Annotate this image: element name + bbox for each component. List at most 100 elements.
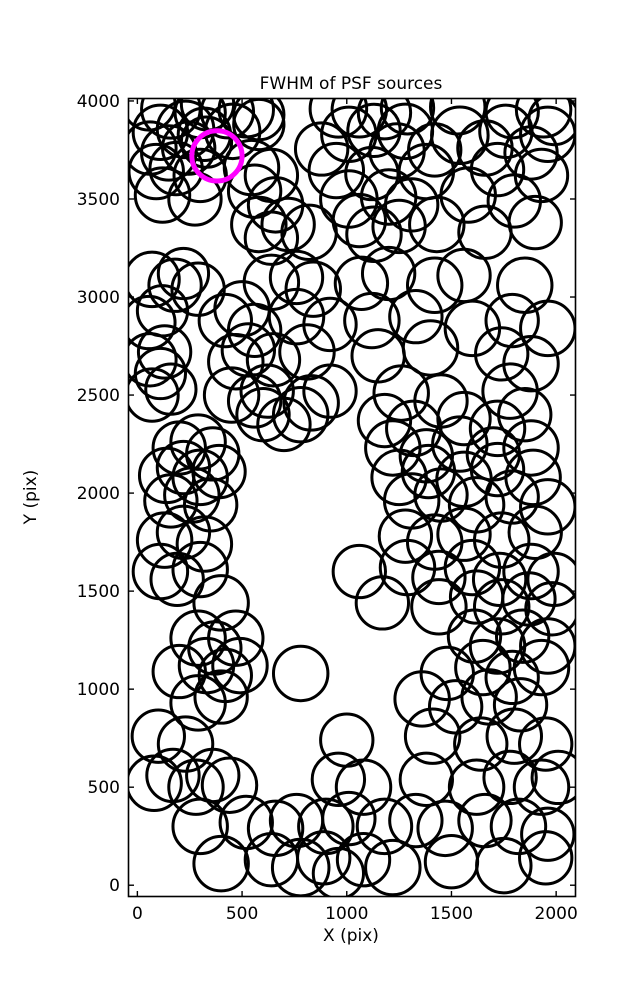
psf-source-circle [518, 716, 574, 772]
psf-source-circle [484, 292, 540, 349]
x-tick-label: 1500 [430, 904, 473, 924]
y-tick-label: 3500 [77, 190, 120, 210]
psf-source-circle [200, 756, 259, 814]
y-tick-label: 1500 [77, 582, 120, 602]
psf-source-circle [411, 549, 467, 606]
psf-source-circle [359, 168, 418, 226]
psf-source-circle [171, 797, 229, 856]
psf-source-circle [355, 797, 414, 856]
x-tick-label: 2000 [535, 904, 578, 924]
psf-source-circle [211, 636, 269, 695]
psf-source-circle [302, 363, 358, 419]
psf-source-circle [307, 141, 366, 200]
psf-source-circle [133, 166, 192, 224]
psf-source-circle [167, 758, 225, 816]
x-axis-label: X (pix) [323, 926, 379, 946]
psf-source-circle [268, 249, 325, 306]
psf-source-circle [436, 506, 492, 562]
psf-source-circle [226, 373, 283, 429]
psf-source-circle [230, 195, 288, 254]
y-tick-label: 2500 [77, 386, 120, 406]
psf-source-circle [492, 677, 549, 733]
highlighted-source-marker [189, 128, 245, 184]
psf-source-circle [147, 257, 203, 313]
psf-source-circle [308, 99, 369, 139]
psf-source-circle [416, 799, 474, 858]
axes-frame [127, 97, 577, 898]
psf-source-circle [494, 608, 551, 664]
psf-source-circle [256, 396, 312, 453]
psf-source-circle [408, 195, 466, 254]
psf-source-circle [245, 332, 302, 388]
psf-source-circle [293, 121, 350, 177]
psf-source-circle [175, 515, 234, 573]
psf-source-circle [405, 256, 464, 314]
psf-source-circle [502, 419, 560, 477]
psf-source-circle [167, 171, 223, 227]
plot-title: FWHM of PSF sources [260, 74, 443, 94]
psf-source-circle [474, 326, 530, 382]
y-tick-label: 4000 [77, 92, 120, 112]
psf-source-circle [484, 649, 540, 706]
psf-source-circle [519, 617, 575, 675]
psf-source-circle [519, 478, 575, 536]
x-tick-label: 0 [132, 904, 143, 924]
psf-source-circle [356, 99, 413, 141]
x-tick-label: 500 [226, 904, 258, 924]
psf-source-circle [401, 319, 460, 377]
psf-source-circle [377, 508, 434, 564]
psf-source-circle [284, 260, 342, 318]
psf-source-circle [331, 543, 387, 600]
psf-source-circle [497, 386, 553, 443]
psf-source-circle [239, 363, 295, 419]
psf-source-circle [197, 292, 253, 349]
psf-source-circle [507, 194, 563, 251]
psf-source-circle [504, 448, 562, 507]
psf-source-circle [346, 102, 402, 159]
psf-source-circle [398, 751, 454, 808]
psf-source-circle [364, 838, 422, 896]
psf-source-circle [143, 473, 199, 529]
psf-source-circle [151, 643, 207, 700]
psf-source-circle [502, 542, 560, 601]
psf-source-circle [354, 575, 411, 631]
y-axis-ticks: 0 500 1000 1500 2000 2500 3000 3500 4000 [77, 92, 575, 896]
psf-source-circle [403, 707, 462, 765]
y-tick-label: 0 [109, 876, 120, 896]
psf-source-circle [520, 806, 575, 862]
x-tick-label: 1000 [325, 904, 368, 924]
psf-source-circle [443, 538, 502, 597]
psf-source-circle [356, 392, 413, 449]
psf-source-circle [519, 299, 575, 358]
psf-source-circle [530, 749, 575, 806]
psf-source-circle [171, 540, 229, 599]
psf-source-circle [129, 294, 177, 351]
psf-source-circle [243, 210, 300, 266]
psf-source-circle [468, 399, 527, 458]
psf-source-circle [486, 173, 542, 229]
psf-source-circle [388, 288, 444, 345]
psf-source-circle [507, 504, 563, 560]
psf-source-circle [447, 758, 506, 816]
y-tick-label: 1000 [77, 680, 120, 700]
psf-source-circle [148, 140, 204, 197]
psf-source-circle [519, 105, 575, 164]
psf-source-circle [475, 836, 533, 895]
y-tick-label: 3000 [77, 288, 120, 308]
psf-source-circle [388, 792, 444, 849]
psf-source-circle [310, 751, 367, 808]
psf-source-circle [169, 609, 227, 667]
psf-source-circle [331, 192, 387, 249]
psf-source-circle [430, 105, 490, 166]
psf-source-circle [454, 638, 512, 697]
psf-source-circle [129, 250, 181, 309]
psf-source-circle [192, 574, 250, 632]
psf-source-circle [129, 332, 178, 388]
psf-source-circle [232, 99, 286, 152]
psf-source-circle [372, 364, 430, 422]
psf-source-circle [436, 390, 492, 447]
psf-source-circle [192, 834, 250, 893]
psf-source-circle [485, 707, 544, 765]
psf-source-circle [267, 287, 326, 346]
